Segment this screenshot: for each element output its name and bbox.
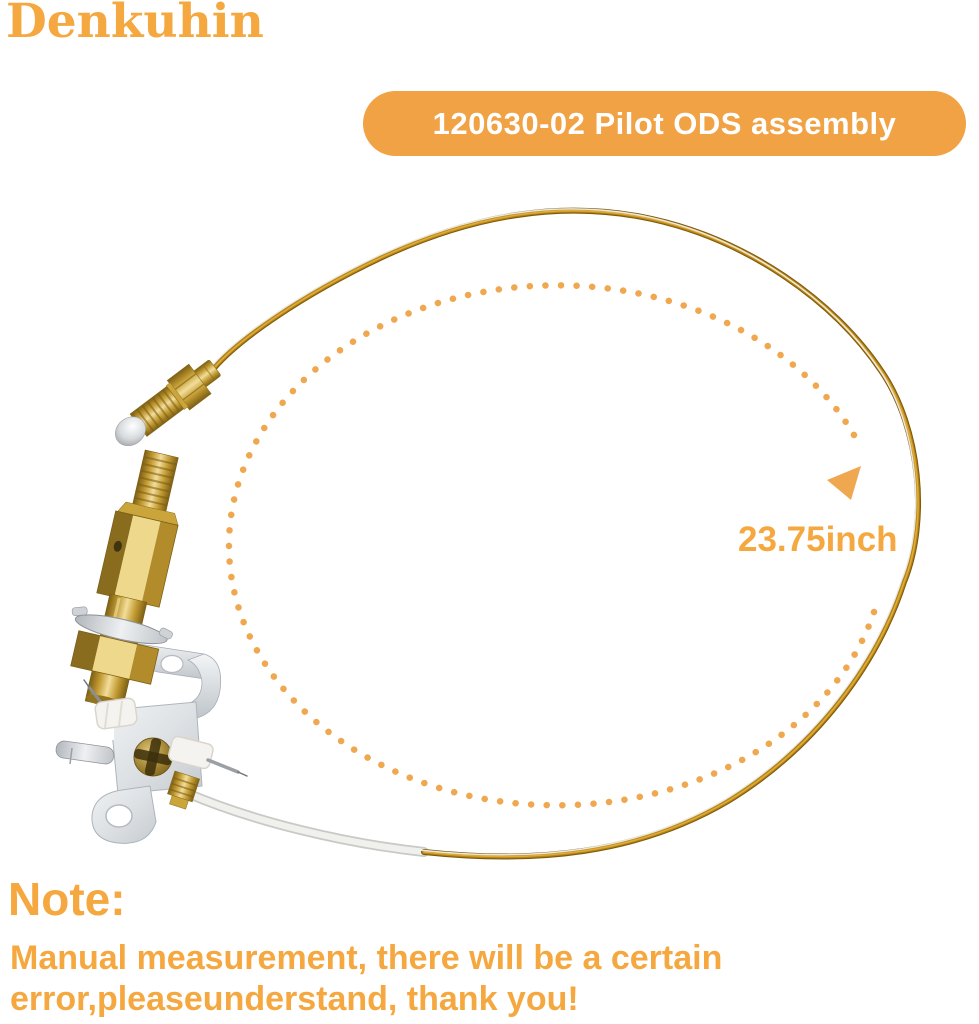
product-title-badge: 120630-02 Pilot ODS assembly xyxy=(363,91,966,156)
note-line-2: error,pleaseunderstand, thank you! xyxy=(10,980,579,1019)
note-body: Manual measurement, there will be a cert… xyxy=(10,938,750,1021)
product-title-label: 120630-02 Pilot ODS assembly xyxy=(432,105,897,141)
measurement-arrow-icon xyxy=(827,466,861,500)
measurement-label: 23.75inch xyxy=(738,520,898,559)
connector-tip xyxy=(115,416,146,447)
igniter-electrode-left xyxy=(83,679,138,730)
bracket-bottom-hole xyxy=(105,804,133,828)
burner-hex-body xyxy=(96,510,179,608)
pilot-burner-assembly xyxy=(55,449,248,844)
thermocouple-connector xyxy=(115,360,221,447)
pilot-burner xyxy=(70,449,179,710)
thermocouple-lead-wire xyxy=(210,207,922,860)
retaining-clip xyxy=(71,606,173,645)
electrode-needle-right xyxy=(206,758,240,774)
note-title: Note: xyxy=(8,873,126,925)
brass-elbow-fitting xyxy=(167,770,201,810)
lead-sleeve xyxy=(182,788,429,857)
bracket-top-hole xyxy=(160,654,184,674)
burner-lock-nut xyxy=(70,630,160,685)
bracket-bottom-tab xyxy=(91,785,157,844)
measurement-dotted-ellipse xyxy=(225,282,878,809)
wire-silver-strand xyxy=(210,208,917,856)
brand-logo: Denkuhin xyxy=(6,0,264,49)
pilot-tube-stub xyxy=(55,740,115,765)
igniter-electrode-right xyxy=(168,735,248,777)
bracket-screw xyxy=(133,737,173,777)
note-line-1: Manual measurement, there will be a cert… xyxy=(10,939,723,977)
